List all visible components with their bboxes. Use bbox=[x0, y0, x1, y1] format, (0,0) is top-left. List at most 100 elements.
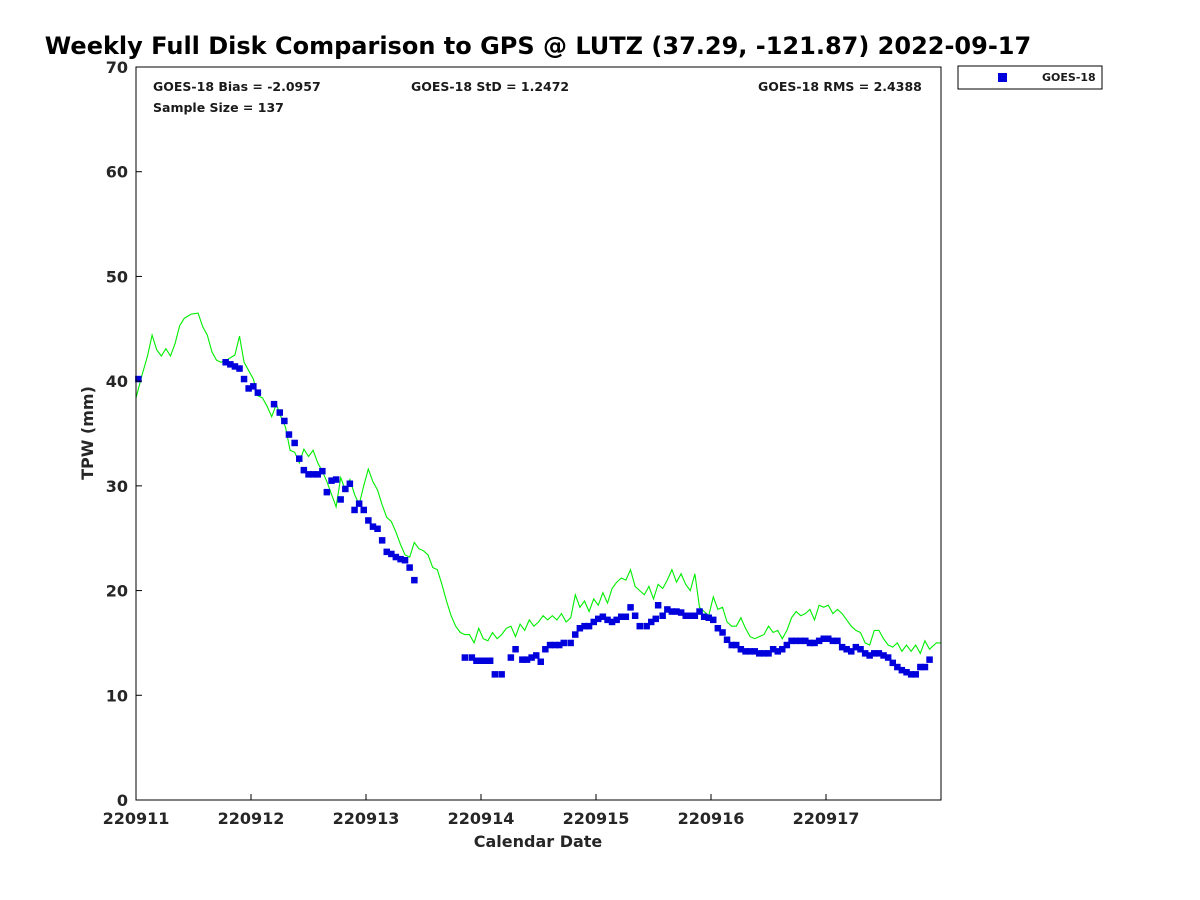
goes18-point bbox=[783, 641, 791, 649]
goes18-point bbox=[687, 612, 694, 619]
chart-title: Weekly Full Disk Comparison to GPS @ LUT… bbox=[45, 32, 1031, 60]
goes18-point bbox=[779, 646, 786, 653]
goes18-point bbox=[737, 646, 745, 653]
goes18-point bbox=[309, 471, 317, 478]
goes18-point bbox=[889, 659, 896, 667]
goes18-point bbox=[576, 625, 584, 632]
goes18-point bbox=[401, 557, 409, 564]
y-axis: 0 10 20 30 40 50 60 70 bbox=[106, 58, 142, 810]
goes18-point bbox=[240, 375, 248, 383]
goes18-point bbox=[595, 615, 602, 623]
goes18-point bbox=[604, 616, 611, 624]
goes18-point bbox=[486, 657, 494, 664]
goes18-point bbox=[250, 383, 257, 390]
goes18-point bbox=[728, 641, 735, 649]
y-tick-label: 60 bbox=[106, 163, 128, 182]
y-tick-label: 10 bbox=[106, 686, 128, 705]
stat-rms: GOES-18 RMS = 2.4388 bbox=[758, 79, 922, 94]
goes18-point bbox=[792, 637, 800, 645]
goes18-point bbox=[848, 648, 855, 655]
goes18-point bbox=[482, 657, 489, 664]
goes18-point bbox=[742, 648, 749, 655]
x-tick-label: 220912 bbox=[218, 809, 285, 828]
goes18-point bbox=[477, 657, 485, 664]
goes18-point bbox=[222, 359, 229, 366]
goes18-point bbox=[751, 648, 758, 655]
goes18-point bbox=[319, 467, 326, 475]
goes18-point bbox=[733, 641, 740, 649]
goes18-point bbox=[673, 608, 680, 615]
goes18-point bbox=[652, 615, 659, 623]
goes18-point bbox=[406, 564, 413, 571]
goes18-point bbox=[668, 608, 676, 615]
y-tick-label: 50 bbox=[106, 267, 128, 286]
goes18-point bbox=[236, 365, 243, 372]
goes18-point bbox=[507, 654, 515, 661]
goes18-point bbox=[383, 548, 390, 556]
goes18-point bbox=[618, 613, 625, 620]
goes18-point bbox=[820, 635, 827, 642]
goes18-point bbox=[560, 639, 567, 647]
goes18-point bbox=[636, 622, 643, 630]
goes18-point bbox=[533, 652, 540, 659]
goes18-point bbox=[300, 466, 308, 474]
goes18-point bbox=[921, 663, 929, 671]
goes18-point bbox=[648, 618, 655, 626]
goes18-point bbox=[723, 636, 731, 643]
stat-std: GOES-18 StD = 1.2472 bbox=[411, 79, 569, 94]
goes18-point bbox=[314, 471, 321, 478]
goes18-point bbox=[811, 639, 818, 647]
goes18-point bbox=[342, 485, 349, 493]
goes18-point bbox=[528, 654, 535, 661]
goes18-point bbox=[231, 363, 239, 370]
goes18-point bbox=[875, 650, 883, 657]
goes18-point bbox=[898, 666, 906, 674]
goes18-point bbox=[281, 417, 288, 425]
goes18-point bbox=[696, 608, 703, 615]
goes18-point bbox=[542, 646, 549, 653]
goes18-point bbox=[360, 506, 367, 514]
goes18-point bbox=[369, 523, 377, 530]
goes18-point bbox=[613, 616, 620, 624]
y-axis-label: TPW (mm) bbox=[78, 386, 97, 480]
goes18-point bbox=[291, 439, 298, 447]
goes18-point bbox=[585, 622, 593, 630]
goes18-point bbox=[788, 637, 795, 645]
goes18-point bbox=[365, 517, 372, 524]
goes18-point bbox=[797, 637, 804, 645]
goes18-point bbox=[411, 576, 418, 584]
goes18-point bbox=[296, 455, 303, 462]
goes18-point bbox=[468, 654, 476, 661]
goes18-point bbox=[461, 654, 469, 661]
goes18-point bbox=[659, 612, 666, 619]
goes18-point bbox=[912, 671, 919, 678]
goes18-point bbox=[351, 506, 358, 514]
goes18-point bbox=[332, 476, 340, 483]
x-tick-label: 220916 bbox=[678, 809, 745, 828]
goes18-point bbox=[774, 648, 781, 655]
goes18-point bbox=[871, 650, 878, 657]
goes18-point bbox=[834, 637, 841, 645]
goes18-point bbox=[537, 658, 544, 665]
y-tick-label: 70 bbox=[106, 58, 128, 77]
goes18-point bbox=[917, 663, 924, 671]
x-axis-label: Calendar Date bbox=[474, 832, 603, 851]
goes18-point bbox=[907, 671, 915, 678]
goes18-point bbox=[769, 646, 777, 653]
goes18-point bbox=[705, 614, 712, 621]
goes18-point bbox=[627, 604, 634, 611]
legend-marker-goes18 bbox=[998, 73, 1007, 82]
goes18-point bbox=[714, 625, 722, 632]
goes18-point bbox=[825, 635, 832, 642]
x-tick-label: 220917 bbox=[793, 809, 860, 828]
goes18-point bbox=[473, 657, 480, 664]
goes18-point bbox=[852, 643, 860, 651]
goes18-point bbox=[760, 650, 768, 657]
goes18-point bbox=[815, 637, 823, 645]
goes18-point bbox=[392, 553, 400, 561]
goes18-point bbox=[388, 550, 395, 558]
goes18-point bbox=[926, 656, 933, 663]
goes18-point bbox=[857, 646, 864, 653]
goes18-point bbox=[866, 652, 873, 659]
goes18-point bbox=[829, 637, 837, 645]
